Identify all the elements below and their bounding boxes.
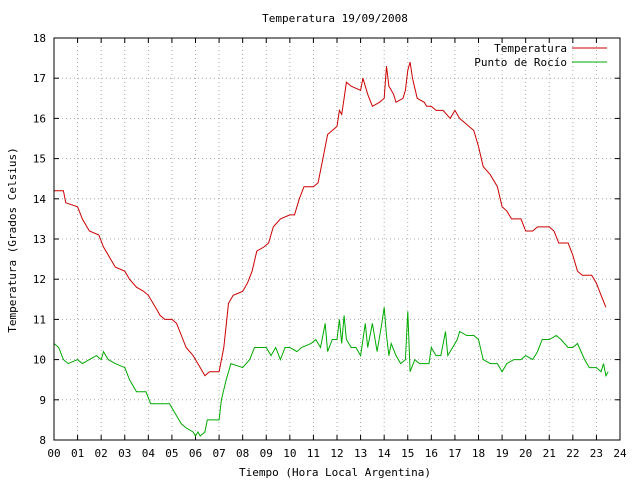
y-tick-label: 16 <box>33 112 46 125</box>
x-tick-label: 15 <box>401 447 414 460</box>
x-tick-label: 09 <box>260 447 273 460</box>
x-tick-label: 03 <box>118 447 131 460</box>
x-tick-label: 01 <box>71 447 84 460</box>
x-tick-label: 21 <box>543 447 556 460</box>
chart-title: Temperatura 19/09/2008 <box>262 12 408 25</box>
x-axis-label: Tiempo (Hora Local Argentina) <box>239 466 431 479</box>
grid <box>54 38 620 440</box>
y-tick-label: 11 <box>33 313 46 326</box>
plot-frame <box>53 37 621 441</box>
x-tick-label: 24 <box>613 447 627 460</box>
x-tick-label: 12 <box>330 447 343 460</box>
x-tick-label: 18 <box>472 447 485 460</box>
x-tick-label: 19 <box>495 447 508 460</box>
x-tick-label: 08 <box>236 447 249 460</box>
x-tick-label: 23 <box>590 447 603 460</box>
y-tick-label: 18 <box>33 32 46 45</box>
x-tick-label: 20 <box>519 447 532 460</box>
x-tick-label: 14 <box>378 447 392 460</box>
y-axis-label: Temperatura (Grados Celsius) <box>6 147 19 332</box>
series-line-1 <box>53 307 609 437</box>
x-tick-label: 00 <box>47 447 60 460</box>
y-tick-label: 12 <box>33 273 46 286</box>
x-tick-label: 22 <box>566 447 579 460</box>
legend-label-0: Temperatura <box>494 42 567 55</box>
x-tick-label: 11 <box>307 447 320 460</box>
x-tick-label: 07 <box>212 447 225 460</box>
x-tick-label: 10 <box>283 447 296 460</box>
x-tick-label: 05 <box>165 447 178 460</box>
x-tick-label: 13 <box>354 447 367 460</box>
y-tick-label: 14 <box>33 193 47 206</box>
y-tick-label: 13 <box>33 233 46 246</box>
y-tick-label: 17 <box>33 72 46 85</box>
legend-label-1: Punto de Rocío <box>474 56 567 69</box>
series-lines <box>53 61 609 437</box>
y-tick-label: 15 <box>33 153 46 166</box>
x-tick-label: 06 <box>189 447 202 460</box>
x-tick-label: 04 <box>142 447 156 460</box>
x-tick-label: 16 <box>425 447 438 460</box>
x-tick-label: 02 <box>95 447 108 460</box>
y-tick-label: 8 <box>39 434 46 447</box>
axis-ticks: 00 01 02 03 04 05 06 07 08 09 10 11 12 13 14 15 16 17 18 19… <box>33 32 627 460</box>
x-tick-label: 17 <box>448 447 461 460</box>
series-line-0 <box>54 61 607 377</box>
y-tick-label: 10 <box>33 354 46 367</box>
y-tick-label: 9 <box>39 394 46 407</box>
